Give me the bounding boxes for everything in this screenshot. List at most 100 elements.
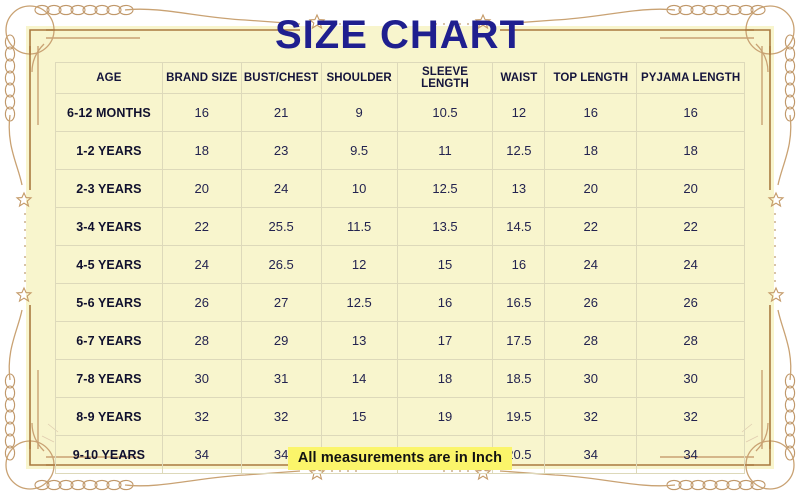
cell-waist: 18.5 [492, 359, 546, 398]
cell-bust-chest: 25.5 [240, 207, 322, 246]
table-row: 3-4 YEARS 22 25.5 11.5 13.5 14.5 22 22 [55, 207, 745, 246]
cell-brand-size: 20 [161, 169, 242, 208]
size-chart-table-wrap: AGE BRAND SIZE BUST/CHEST SHOULDER SLEEV… [55, 62, 745, 474]
cell-brand-size: 28 [161, 321, 242, 360]
size-chart-table: AGE BRAND SIZE BUST/CHEST SHOULDER SLEEV… [55, 62, 745, 474]
cell-pyjama-length: 22 [636, 207, 745, 246]
cell-sleeve-length: 11 [396, 131, 494, 170]
page-title: SIZE CHART [275, 13, 525, 57]
cell-waist: 16.5 [492, 283, 546, 322]
cell-waist: 16 [492, 245, 546, 284]
column-header-waist: WAIST [492, 62, 546, 94]
cell-waist: 14.5 [492, 207, 546, 246]
cell-brand-size: 24 [161, 245, 242, 284]
cell-shoulder: 9 [320, 93, 398, 132]
cell-age: 1-2 YEARS [55, 131, 163, 170]
cell-brand-size: 32 [161, 397, 242, 436]
cell-age: 2-3 YEARS [55, 169, 163, 208]
cell-shoulder: 11.5 [320, 207, 398, 246]
cell-top-length: 34 [544, 435, 638, 474]
column-header-bust-chest: BUST/CHEST [240, 62, 322, 94]
cell-shoulder: 9.5 [320, 131, 398, 170]
cell-pyjama-length: 32 [636, 397, 745, 436]
cell-brand-size: 22 [161, 207, 242, 246]
cell-sleeve-length: 12.5 [396, 169, 494, 208]
cell-pyjama-length: 34 [636, 435, 745, 474]
cell-bust-chest: 32 [240, 397, 322, 436]
cell-top-length: 26 [544, 283, 638, 322]
table-row: 2-3 YEARS 20 24 10 12.5 13 20 20 [55, 169, 745, 208]
cell-pyjama-length: 26 [636, 283, 745, 322]
cell-age: 6-12 MONTHS [55, 93, 163, 132]
cell-shoulder: 13 [320, 321, 398, 360]
cell-top-length: 24 [544, 245, 638, 284]
cell-age: 7-8 YEARS [55, 359, 163, 398]
cell-sleeve-length: 18 [396, 359, 494, 398]
cell-sleeve-length: 10.5 [396, 93, 494, 132]
cell-sleeve-length: 15 [396, 245, 494, 284]
cell-pyjama-length: 20 [636, 169, 745, 208]
cell-pyjama-length: 18 [636, 131, 745, 170]
cell-brand-size: 30 [161, 359, 242, 398]
cell-age: 8-9 YEARS [55, 397, 163, 436]
cell-top-length: 20 [544, 169, 638, 208]
cell-age: 5-6 YEARS [55, 283, 163, 322]
footer-note-text: All measurements are in Inch [287, 447, 513, 470]
cell-pyjama-length: 30 [636, 359, 745, 398]
cell-shoulder: 10 [320, 169, 398, 208]
column-header-pyjama-length: PYJAMA LENGTH [636, 62, 745, 94]
cell-top-length: 30 [544, 359, 638, 398]
cell-waist: 12.5 [492, 131, 546, 170]
cell-top-length: 28 [544, 321, 638, 360]
cell-sleeve-length: 13.5 [396, 207, 494, 246]
cell-age: 9-10 YEARS [55, 435, 163, 474]
table-row: 8-9 YEARS 32 32 15 19 19.5 32 32 [55, 397, 745, 436]
column-header-age: AGE [55, 62, 163, 94]
table-row: 5-6 YEARS 26 27 12.5 16 16.5 26 26 [55, 283, 745, 322]
table-row: 7-8 YEARS 30 31 14 18 18.5 30 30 [55, 359, 745, 398]
column-header-shoulder: SHOULDER [320, 62, 398, 94]
cell-brand-size: 16 [161, 93, 242, 132]
cell-shoulder: 12 [320, 245, 398, 284]
cell-waist: 17.5 [492, 321, 546, 360]
cell-brand-size: 18 [161, 131, 242, 170]
table-row: 6-12 MONTHS 16 21 9 10.5 12 16 16 [55, 93, 745, 132]
cell-sleeve-length: 17 [396, 321, 494, 360]
cell-age: 6-7 YEARS [55, 321, 163, 360]
cell-top-length: 16 [544, 93, 638, 132]
cell-sleeve-length: 16 [396, 283, 494, 322]
cell-age: 3-4 YEARS [55, 207, 163, 246]
cell-bust-chest: 27 [240, 283, 322, 322]
cell-top-length: 22 [544, 207, 638, 246]
cell-waist: 12 [492, 93, 546, 132]
cell-bust-chest: 23 [240, 131, 322, 170]
table-row: 1-2 YEARS 18 23 9.5 11 12.5 18 18 [55, 131, 745, 170]
cell-pyjama-length: 28 [636, 321, 745, 360]
cell-waist: 19.5 [492, 397, 546, 436]
cell-top-length: 32 [544, 397, 638, 436]
column-header-top-length: TOP LENGTH [544, 62, 638, 94]
table-row: 6-7 YEARS 28 29 13 17 17.5 28 28 [55, 321, 745, 360]
footer-note: All measurements are in Inch [0, 447, 800, 470]
cell-shoulder: 12.5 [320, 283, 398, 322]
cell-bust-chest: 21 [240, 93, 322, 132]
table-header-row: AGE BRAND SIZE BUST/CHEST SHOULDER SLEEV… [55, 62, 745, 94]
cell-waist: 13 [492, 169, 546, 208]
cell-bust-chest: 31 [240, 359, 322, 398]
cell-bust-chest: 24 [240, 169, 322, 208]
cell-sleeve-length: 19 [396, 397, 494, 436]
cell-brand-size: 26 [161, 283, 242, 322]
cell-bust-chest: 26.5 [240, 245, 322, 284]
cell-age: 4-5 YEARS [55, 245, 163, 284]
cell-pyjama-length: 16 [636, 93, 745, 132]
table-row: 4-5 YEARS 24 26.5 12 15 16 24 24 [55, 245, 745, 284]
cell-bust-chest: 29 [240, 321, 322, 360]
column-header-sleeve-length: SLEEVE LENGTH [396, 62, 494, 94]
cell-shoulder: 14 [320, 359, 398, 398]
cell-brand-size: 34 [161, 435, 242, 474]
column-header-brand-size: BRAND SIZE [161, 62, 242, 94]
cell-shoulder: 15 [320, 397, 398, 436]
cell-pyjama-length: 24 [636, 245, 745, 284]
cell-top-length: 18 [544, 131, 638, 170]
